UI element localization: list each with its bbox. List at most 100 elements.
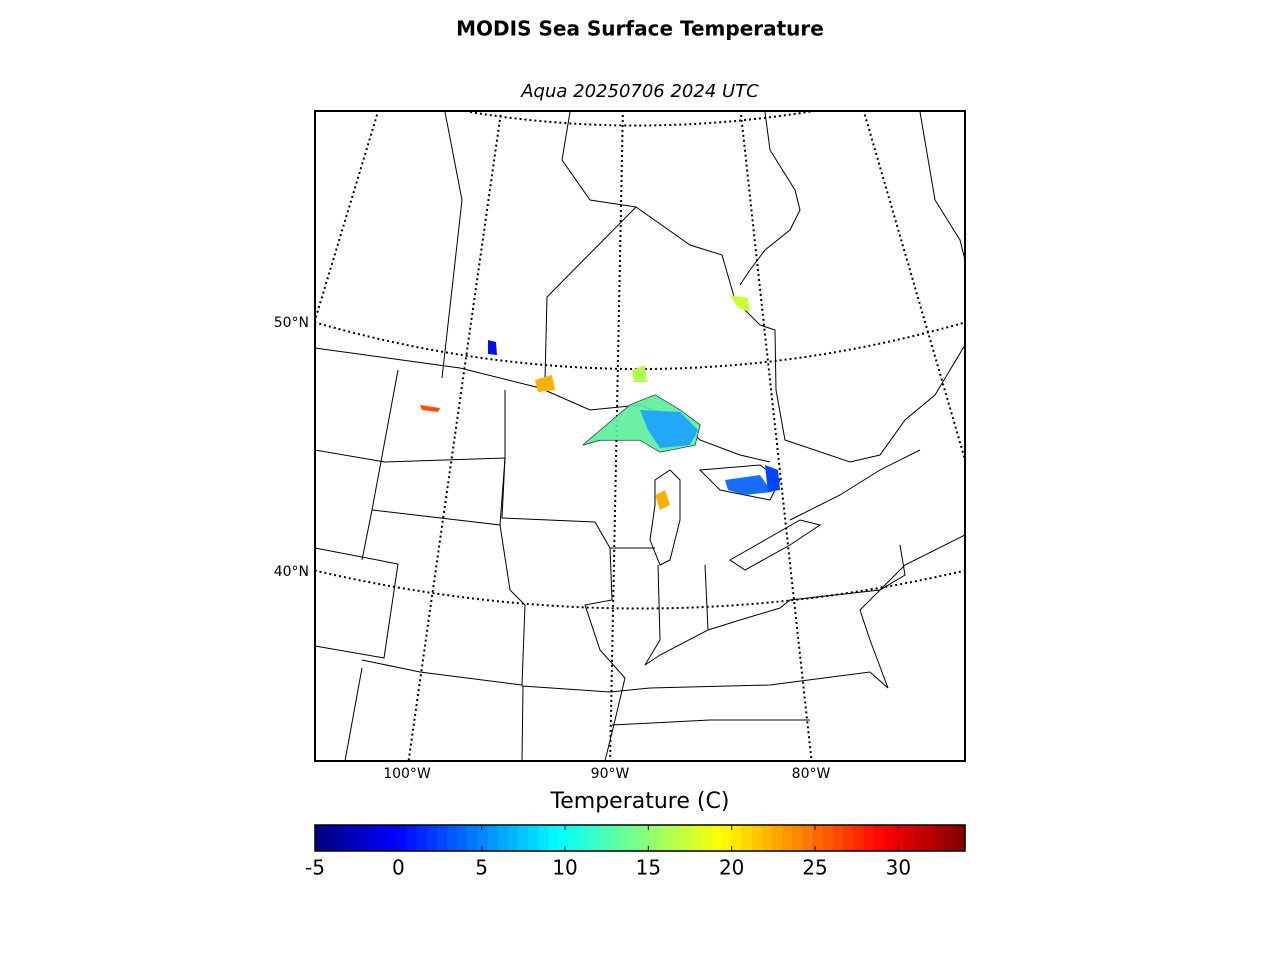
colorbar-swatch bbox=[640, 825, 651, 851]
colorbar-tick-label: 20 bbox=[719, 856, 744, 880]
colorbar-swatch bbox=[843, 825, 854, 851]
coastline bbox=[859, 534, 965, 689]
colorbar-tick-label: 0 bbox=[392, 856, 405, 880]
colorbar-swatch bbox=[629, 825, 641, 851]
sst-patch bbox=[730, 295, 750, 312]
colorbar-swatch bbox=[650, 825, 661, 851]
colorbar-swatch bbox=[660, 825, 672, 851]
meridian bbox=[862, 111, 965, 464]
colorbar-swatch bbox=[467, 825, 479, 851]
sst-patch bbox=[420, 405, 440, 412]
border bbox=[499, 390, 506, 526]
border bbox=[561, 111, 637, 208]
colorbar-tick-label: 30 bbox=[886, 856, 911, 880]
colorbar-swatch bbox=[599, 825, 611, 851]
meridian bbox=[739, 111, 813, 761]
colorbar-swatch bbox=[355, 825, 367, 851]
colorbar-swatch bbox=[426, 825, 438, 851]
longitude-label: 80°W bbox=[792, 766, 831, 782]
colorbar-swatch bbox=[518, 825, 529, 851]
colorbar-swatch bbox=[558, 825, 570, 851]
colorbar-swatch bbox=[538, 825, 550, 851]
colorbar-swatch bbox=[457, 825, 468, 851]
colorbar-swatch bbox=[893, 825, 905, 851]
colorbar-swatch bbox=[528, 825, 540, 851]
colorbar-swatch bbox=[802, 825, 814, 851]
colorbar-tick-label: 10 bbox=[552, 856, 577, 880]
lake bbox=[729, 519, 822, 571]
colorbar-swatch bbox=[386, 825, 397, 851]
map bbox=[315, 111, 965, 761]
colorbar-swatch bbox=[619, 825, 631, 851]
colorbar-swatch bbox=[396, 825, 408, 851]
colorbar-swatch bbox=[761, 825, 773, 851]
colorbar-swatch bbox=[883, 825, 895, 851]
colorbar-swatch bbox=[497, 825, 509, 851]
subtitle: Aqua 20250706 2024 UTC bbox=[520, 81, 759, 102]
colorbar-swatch bbox=[812, 825, 824, 851]
colorbar-swatch bbox=[579, 825, 590, 851]
border bbox=[441, 111, 463, 379]
colorbar-swatch bbox=[680, 825, 692, 851]
longitude-label: 90°W bbox=[591, 766, 630, 782]
border bbox=[344, 667, 810, 761]
colorbar-swatch bbox=[365, 825, 377, 851]
colorbar-swatch bbox=[751, 825, 763, 851]
colorbar-swatch bbox=[731, 825, 743, 851]
latitude-label: 40°N bbox=[274, 564, 309, 580]
border bbox=[544, 206, 965, 463]
latitude-label: 50°N bbox=[274, 315, 309, 331]
sst-patch bbox=[488, 340, 497, 355]
colorbar-tick-label: 15 bbox=[636, 856, 661, 880]
colorbar-swatch bbox=[416, 825, 428, 851]
parallel bbox=[315, 569, 965, 610]
colorbar-swatch bbox=[325, 825, 336, 851]
meridian bbox=[407, 111, 503, 761]
colorbar-swatch bbox=[873, 825, 885, 851]
colorbar-swatch bbox=[832, 825, 844, 851]
border bbox=[521, 671, 889, 693]
sst-field bbox=[420, 295, 780, 510]
colorbar-swatch bbox=[436, 825, 448, 851]
coastline bbox=[789, 449, 921, 521]
lake bbox=[698, 464, 781, 501]
border bbox=[315, 347, 771, 463]
longitude-label: 100°W bbox=[383, 766, 431, 782]
sst-patch bbox=[640, 410, 698, 448]
colorbar-swatch bbox=[792, 825, 804, 851]
colorbar-swatch bbox=[853, 825, 865, 851]
meridian bbox=[315, 111, 380, 324]
colorbar-swatch bbox=[772, 825, 783, 851]
colorbar-swatch bbox=[711, 825, 722, 851]
colorbar-swatch bbox=[548, 825, 560, 851]
colorbar-tick-label: 5 bbox=[475, 856, 488, 880]
colorbar-swatch bbox=[954, 825, 966, 851]
border bbox=[315, 449, 655, 549]
colorbar-swatch bbox=[375, 825, 387, 851]
colorbar-swatch bbox=[406, 825, 418, 851]
colorbar-swatch bbox=[315, 825, 326, 851]
border bbox=[584, 547, 626, 761]
colorbar-swatch bbox=[447, 825, 458, 851]
colorbar-label: Temperature (C) bbox=[550, 789, 730, 814]
colorbar-swatch bbox=[721, 825, 733, 851]
sst-patch bbox=[535, 375, 555, 392]
border bbox=[361, 369, 399, 561]
colorbar-swatch bbox=[589, 825, 600, 851]
colorbar-tick-label: -5 bbox=[305, 856, 325, 880]
title: MODIS Sea Surface Temperature bbox=[456, 17, 824, 41]
lake bbox=[649, 469, 681, 566]
colorbar-swatch bbox=[568, 825, 580, 851]
colorbar-swatch bbox=[477, 825, 489, 851]
border bbox=[361, 509, 526, 686]
colorbar-frame bbox=[314, 824, 966, 852]
parallel bbox=[315, 321, 965, 370]
colorbar-swatch bbox=[782, 825, 793, 851]
colorbar: -5 0 5 10 15 20 25 30 bbox=[305, 824, 966, 880]
colorbar-swatch bbox=[335, 825, 347, 851]
colorbar-swatch bbox=[924, 825, 936, 851]
sst-patch bbox=[632, 365, 647, 382]
colorbar-swatch bbox=[934, 825, 946, 851]
parallel bbox=[469, 111, 821, 127]
